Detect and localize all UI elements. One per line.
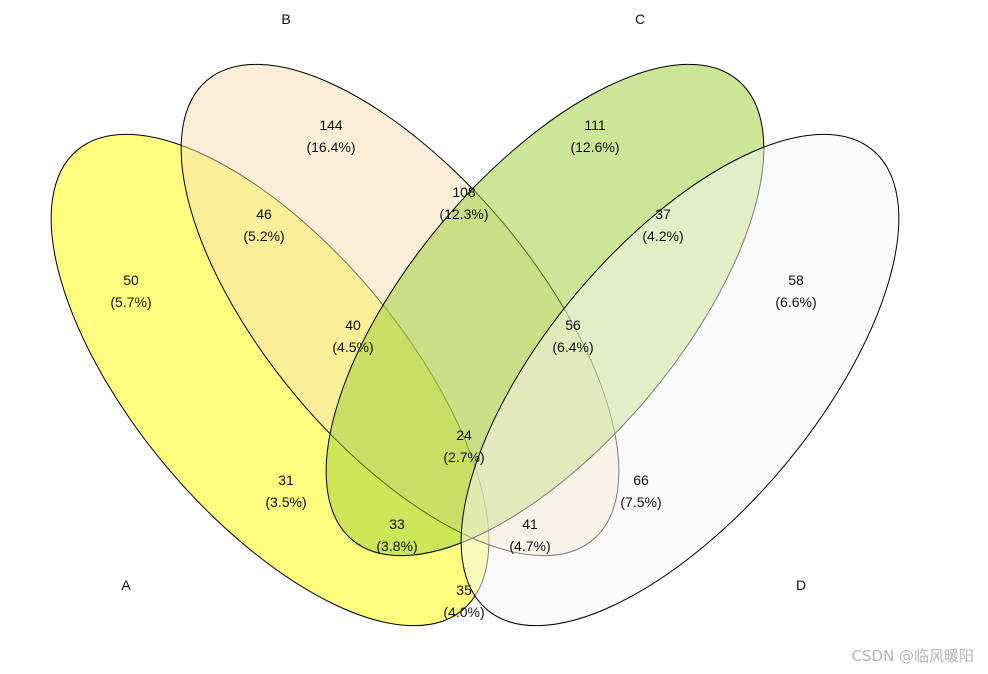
region-acd: 33 (3.8%)	[376, 516, 417, 554]
svg-text:40: 40	[345, 317, 361, 333]
region-a: 50 (5.7%)	[110, 272, 151, 310]
svg-text:(16.4%): (16.4%)	[306, 139, 355, 155]
svg-text:111: 111	[584, 117, 605, 133]
set-label-a: A	[121, 577, 131, 593]
region-c: 111 (12.6%)	[570, 117, 619, 155]
svg-text:(3.5%): (3.5%)	[265, 494, 306, 510]
svg-text:(3.8%): (3.8%)	[376, 538, 417, 554]
svg-text:24: 24	[456, 427, 472, 443]
region-ad: 35 (4.0%)	[443, 582, 484, 620]
region-abcd: 24 (2.7%)	[443, 427, 484, 465]
svg-text:37: 37	[655, 206, 671, 222]
svg-text:41: 41	[522, 516, 538, 532]
set-d-ellipse	[460, 133, 900, 627]
svg-text:(5.7%): (5.7%)	[110, 294, 151, 310]
svg-text:33: 33	[389, 516, 405, 532]
svg-text:31: 31	[278, 472, 294, 488]
set-label-c: C	[635, 11, 645, 27]
svg-text:108: 108	[452, 184, 476, 200]
watermark: CSDN @临风暖阳	[851, 647, 974, 665]
svg-text:(5.2%): (5.2%)	[243, 228, 284, 244]
region-bc: 108 (12.3%)	[439, 184, 488, 222]
svg-text:(12.3%): (12.3%)	[439, 206, 488, 222]
svg-text:56: 56	[565, 317, 581, 333]
svg-text:66: 66	[633, 472, 649, 488]
region-ac: 31 (3.5%)	[265, 472, 306, 510]
set-label-b: B	[281, 11, 290, 27]
region-abc: 40 (4.5%)	[332, 317, 373, 355]
region-ab: 46 (5.2%)	[243, 206, 284, 244]
svg-text:50: 50	[123, 272, 139, 288]
svg-text:144: 144	[319, 117, 343, 133]
region-d: 58 (6.6%)	[775, 272, 816, 310]
svg-text:(2.7%): (2.7%)	[443, 449, 484, 465]
svg-text:35: 35	[456, 582, 472, 598]
svg-text:(4.2%): (4.2%)	[642, 228, 683, 244]
region-b: 144 (16.4%)	[306, 117, 355, 155]
svg-text:(12.6%): (12.6%)	[570, 139, 619, 155]
svg-text:(4.7%): (4.7%)	[509, 538, 550, 554]
region-bcd: 56 (6.4%)	[552, 317, 593, 355]
svg-text:46: 46	[256, 206, 272, 222]
region-bd: 66 (7.5%)	[620, 472, 661, 510]
svg-text:58: 58	[788, 272, 804, 288]
svg-text:(7.5%): (7.5%)	[620, 494, 661, 510]
region-cd: 37 (4.2%)	[642, 206, 683, 244]
svg-text:(6.4%): (6.4%)	[552, 339, 593, 355]
region-abd: 41 (4.7%)	[509, 516, 550, 554]
set-label-d: D	[796, 577, 806, 593]
svg-text:(4.5%): (4.5%)	[332, 339, 373, 355]
svg-text:(4.0%): (4.0%)	[443, 604, 484, 620]
svg-text:(6.6%): (6.6%)	[775, 294, 816, 310]
